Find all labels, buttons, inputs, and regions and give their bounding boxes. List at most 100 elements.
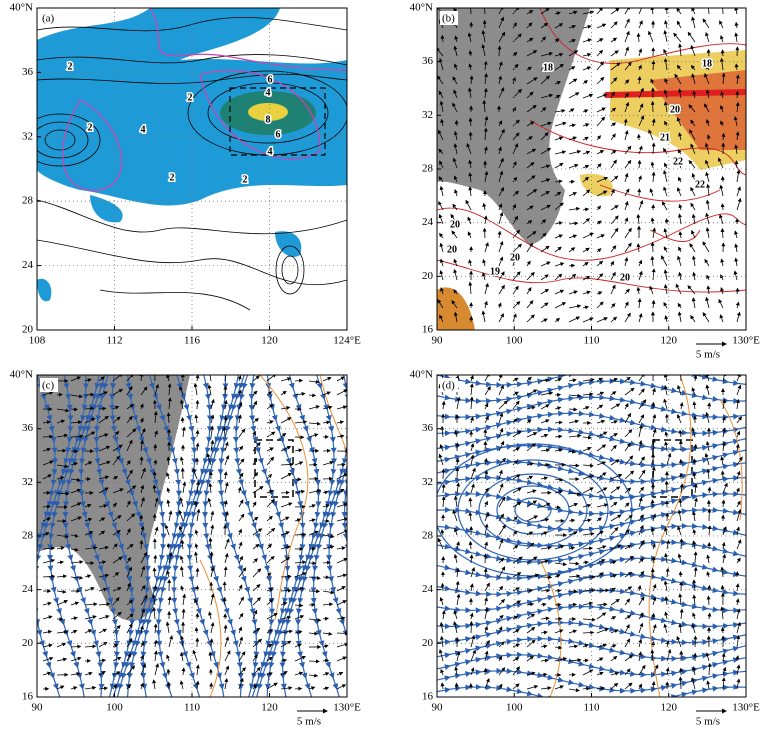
y-tick-label: 24 xyxy=(422,216,434,228)
wind-arrow xyxy=(141,683,143,689)
wind-arrow xyxy=(674,33,681,42)
wind-arrow xyxy=(611,421,617,423)
wind-arrow xyxy=(597,77,604,84)
wind-arrow xyxy=(639,415,644,423)
wind-arrow xyxy=(611,160,616,168)
wind-arrow xyxy=(569,79,577,84)
wind-arrow xyxy=(583,688,589,689)
wind-arrow xyxy=(541,405,549,409)
wind-arrow xyxy=(723,555,725,564)
wind-arrow xyxy=(555,436,562,437)
wind-arrow xyxy=(569,151,580,154)
wind-arrow xyxy=(639,558,643,563)
wind-arrow xyxy=(583,619,595,620)
wind-arrow xyxy=(499,657,502,661)
wind-arrow xyxy=(309,423,320,424)
wind-arrow xyxy=(211,594,213,605)
wind-arrow xyxy=(513,272,520,280)
wind-arrow xyxy=(485,502,487,508)
wind-arrow xyxy=(309,633,318,634)
wind-arrow xyxy=(555,630,563,633)
wind-arrow xyxy=(527,261,530,266)
wind-arrow xyxy=(197,614,198,619)
wind-arrow xyxy=(639,49,641,56)
wind-arrow xyxy=(281,532,289,535)
wind-arrow xyxy=(295,394,305,396)
wind-arrow xyxy=(43,603,51,605)
wind-arrow xyxy=(665,21,667,28)
wind-arrow xyxy=(653,415,655,423)
wind-arrow xyxy=(57,686,64,689)
wind-arrow xyxy=(295,605,303,606)
y-tick-label: 28 xyxy=(422,163,434,175)
x-tick-label: 90 xyxy=(432,702,444,714)
wind-arrow xyxy=(442,683,443,689)
wind-arrow xyxy=(690,244,695,252)
x-tick-label: 100 xyxy=(506,335,523,347)
wind-arrow xyxy=(611,562,616,564)
wind-arrow xyxy=(541,303,548,308)
wind-arrow xyxy=(323,546,334,549)
wind-arrow xyxy=(527,628,535,634)
wind-arrow xyxy=(737,170,739,182)
wind-arrow xyxy=(541,618,549,619)
wind-arrow xyxy=(225,456,229,465)
wind-arrow xyxy=(454,622,457,633)
wind-arrow xyxy=(555,563,566,565)
wind-arrow xyxy=(99,671,105,675)
wind-arrow xyxy=(555,263,564,266)
wind-arrow xyxy=(295,562,306,563)
wind-arrow xyxy=(653,544,655,549)
wind-arrow xyxy=(57,659,66,661)
wind-arrow xyxy=(666,432,667,437)
wind-arrow xyxy=(197,431,198,438)
wind-arrow xyxy=(281,641,291,647)
wind-arrow xyxy=(611,575,616,577)
wind-arrow xyxy=(555,422,562,423)
x-tick-label: 108 xyxy=(29,335,46,347)
wind-arrow xyxy=(541,632,547,633)
contour-label: 18 xyxy=(702,58,712,69)
y-tick-label: 32 xyxy=(422,109,433,121)
wind-arrow xyxy=(239,459,244,465)
wind-arrow xyxy=(639,425,642,437)
wind-arrow xyxy=(337,685,345,689)
wind-arrow xyxy=(166,525,169,535)
x-tick-label: 130°E xyxy=(333,702,361,714)
wind-arrow xyxy=(455,431,457,437)
contour-label: 22 xyxy=(695,179,705,190)
wind-arrow xyxy=(639,161,640,168)
wind-arrow xyxy=(664,247,667,252)
wind-arrow xyxy=(182,540,183,549)
wind-arrow xyxy=(499,442,504,452)
wind-arrow xyxy=(638,288,639,295)
y-tick-label: 20 xyxy=(422,637,434,649)
wind-arrow xyxy=(583,645,588,647)
wind-arrow xyxy=(295,616,303,619)
wind-arrow xyxy=(708,555,709,563)
wind-arrow xyxy=(71,646,81,647)
wind-arrow xyxy=(195,384,197,395)
wind-arrow xyxy=(281,672,287,676)
wind-arrow xyxy=(676,284,681,294)
wind-arrow xyxy=(597,645,606,647)
wind-arrow xyxy=(625,616,631,619)
wind-arrow xyxy=(168,669,169,675)
wind-arrow xyxy=(625,655,632,661)
wind-arrow xyxy=(499,285,504,294)
y-tick-label: 24 xyxy=(22,259,34,271)
wind-arrow xyxy=(708,596,709,605)
wind-arrow xyxy=(639,586,640,591)
wind-arrow xyxy=(225,651,230,661)
wind-arrow xyxy=(541,435,548,437)
x-tick-label: 90 xyxy=(32,702,44,714)
wind-arrow xyxy=(155,555,156,563)
streamline xyxy=(345,375,381,697)
wind-arrow xyxy=(706,173,709,183)
wind-arrow xyxy=(653,467,654,479)
wind-arrow xyxy=(337,601,346,605)
contour-label: 20 xyxy=(510,252,520,263)
wind-arrow xyxy=(569,248,575,252)
wind-arrow xyxy=(225,539,229,549)
wind-arrow xyxy=(583,165,589,168)
